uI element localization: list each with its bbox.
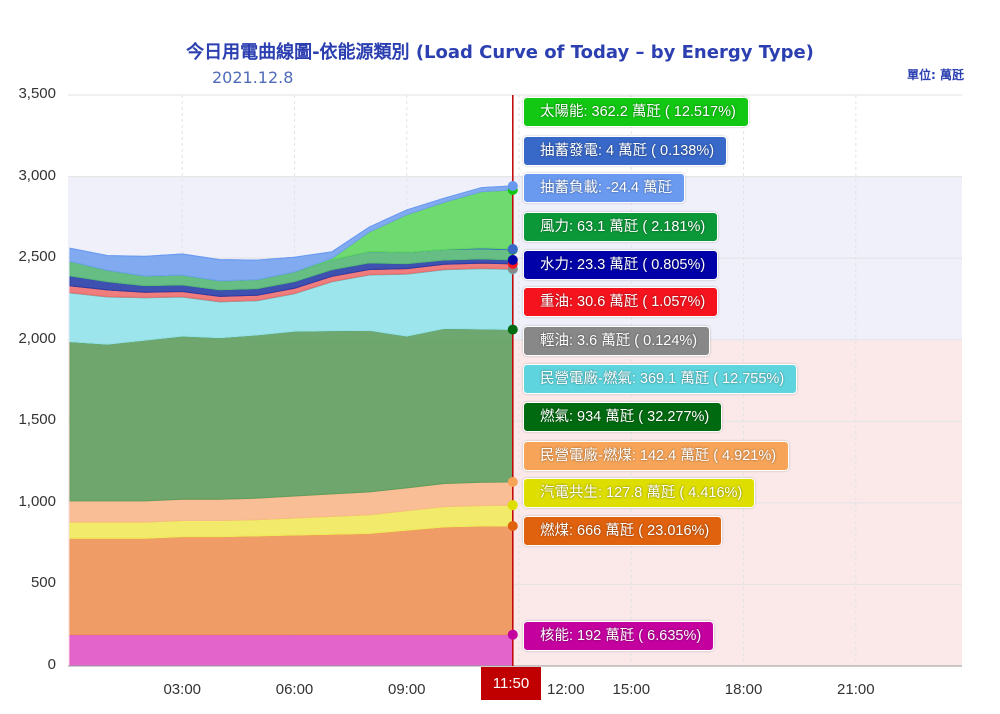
y-tick-label: 0 xyxy=(47,656,56,673)
series-tooltip-label: 抽蓄負載: -24.4 萬瓩 xyxy=(523,173,686,203)
series-tooltip-label: 燃氣: 934 萬瓩 ( 32.277%) xyxy=(523,402,723,432)
y-tick-label: 2,000 xyxy=(18,329,56,347)
series-tooltip-label: 風力: 63.1 萬瓩 ( 2.181%) xyxy=(523,212,719,242)
series-marker-12 xyxy=(507,180,518,191)
area-series-1 xyxy=(69,525,514,636)
series-tooltip-label: 輕油: 3.6 萬瓩 ( 0.124%) xyxy=(523,326,711,356)
chart-subtitle: 2021.12.8 xyxy=(212,68,294,87)
y-tick-label: 500 xyxy=(30,574,56,592)
area-series-0 xyxy=(69,634,514,667)
y-tick-label: 2,500 xyxy=(18,248,56,266)
series-tooltip-label: 抽蓄發電: 4 萬瓩 ( 0.138%) xyxy=(523,136,728,166)
y-tick-label: 3,500 xyxy=(18,85,56,102)
series-tooltip-label: 燃煤: 666 萬瓩 ( 23.016%) xyxy=(523,516,723,546)
x-tick-label: 06:00 xyxy=(275,681,314,698)
x-tick-label: 18:00 xyxy=(724,681,763,698)
series-marker-10 xyxy=(507,244,518,255)
series-marker-4 xyxy=(507,324,518,335)
y-tick-label: 3,000 xyxy=(18,166,56,184)
series-tooltip-label: 民營電廠-燃煤: 142.4 萬瓩 ( 4.921%) xyxy=(523,441,790,471)
x-tick-label: 21:00 xyxy=(837,681,875,698)
series-tooltip-label: 核能: 192 萬瓩 ( 6.635%) xyxy=(523,621,715,651)
x-tick-label: 03:00 xyxy=(163,681,202,698)
series-tooltip-label: 重油: 30.6 萬瓩 ( 1.057%) xyxy=(523,287,719,317)
series-marker-3 xyxy=(507,476,518,487)
x-tick-label: 09:00 xyxy=(387,681,426,698)
series-tooltip-label: 汽電共生: 127.8 萬瓩 ( 4.416%) xyxy=(523,478,756,508)
y-tick-label: 1,500 xyxy=(18,411,56,429)
x-tick-label: 12:00 xyxy=(547,681,585,698)
series-marker-8 xyxy=(507,254,518,265)
series-line-12 xyxy=(69,185,513,261)
series-marker-2 xyxy=(507,500,518,511)
x-tick-label: 15:00 xyxy=(612,681,651,698)
series-tooltip-label: 水力: 23.3 萬瓩 ( 0.805%) xyxy=(523,250,719,280)
current-time-label: 11:50 xyxy=(481,667,541,700)
area-series-4 xyxy=(69,327,514,502)
series-tooltip-label: 太陽能: 362.2 萬瓩 ( 12.517%) xyxy=(523,97,749,127)
series-marker-0 xyxy=(507,629,518,640)
chart-title: 今日用電曲線圖-依能源類別 (Load Curve of Today – by … xyxy=(186,42,814,63)
y-tick-label: 1,000 xyxy=(18,492,56,510)
unit-label: 單位: 萬瓩 xyxy=(907,68,964,82)
series-tooltip-label: 民營電廠-燃氣: 369.1 萬瓩 ( 12.755%) xyxy=(523,364,798,394)
series-marker-1 xyxy=(507,521,518,532)
